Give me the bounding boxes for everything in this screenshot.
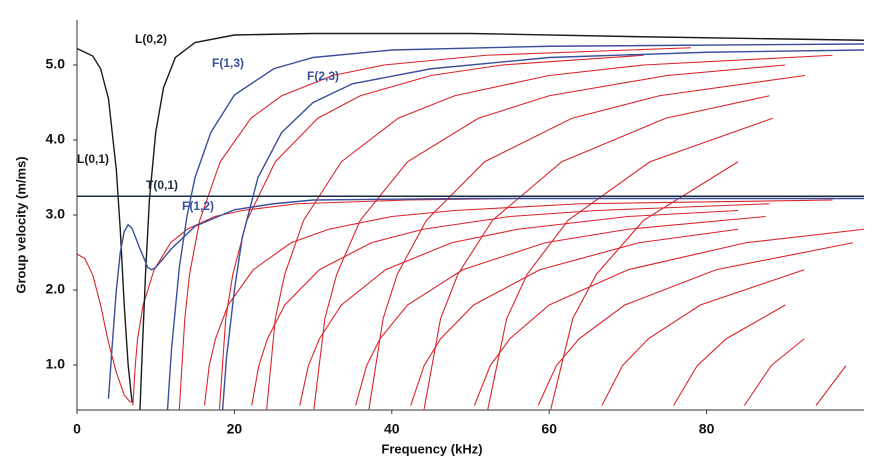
x-tick-label: 60 [541, 421, 557, 437]
curve-label: F(1,2) [182, 199, 214, 213]
red-curve [673, 304, 786, 406]
mode-curve [221, 49, 865, 411]
curve-label: F(1,3) [212, 56, 244, 70]
red-curve [313, 64, 786, 410]
red-curve [299, 209, 739, 406]
red-curve [473, 228, 865, 406]
red-curve [550, 161, 739, 410]
red-curve [423, 95, 770, 410]
y-tick-label: 1.0 [46, 356, 66, 372]
x-tick-label: 20 [227, 421, 243, 437]
red-curve [743, 338, 805, 406]
red-curve [178, 47, 691, 410]
y-axis-title: Group velocity (m/ms) [13, 156, 28, 293]
curve-label: L(0,1) [77, 152, 109, 166]
red-curve [132, 197, 518, 406]
red-curve [251, 203, 770, 406]
x-tick-label: 40 [384, 421, 400, 437]
curve-label: F(2,3) [307, 69, 339, 83]
x-tick-label: 80 [699, 421, 715, 437]
curve-label: T(0,1) [146, 178, 178, 192]
red-curve [815, 365, 847, 406]
red-curve [203, 199, 833, 406]
red-curve [355, 215, 766, 406]
curve-label: L(0,2) [135, 32, 167, 46]
red-curve [601, 269, 805, 406]
x-axis-title: Frequency (kHz) [381, 441, 482, 456]
red-curve [218, 54, 644, 410]
y-tick-label: 5.0 [46, 56, 66, 72]
red-curve [410, 228, 739, 406]
mode-curve [107, 197, 864, 399]
mode-curve [76, 47, 133, 403]
red-curve [487, 117, 773, 410]
x-tick-label: 0 [73, 421, 81, 437]
mode-curve [166, 43, 865, 411]
mode-curve [139, 32, 865, 411]
red-curve [266, 54, 833, 410]
red-curve [368, 74, 806, 410]
y-tick-label: 3.0 [46, 206, 66, 222]
red-curve [76, 253, 131, 403]
y-tick-label: 2.0 [46, 281, 66, 297]
y-tick-label: 4.0 [46, 131, 66, 147]
red-curve [537, 242, 854, 406]
